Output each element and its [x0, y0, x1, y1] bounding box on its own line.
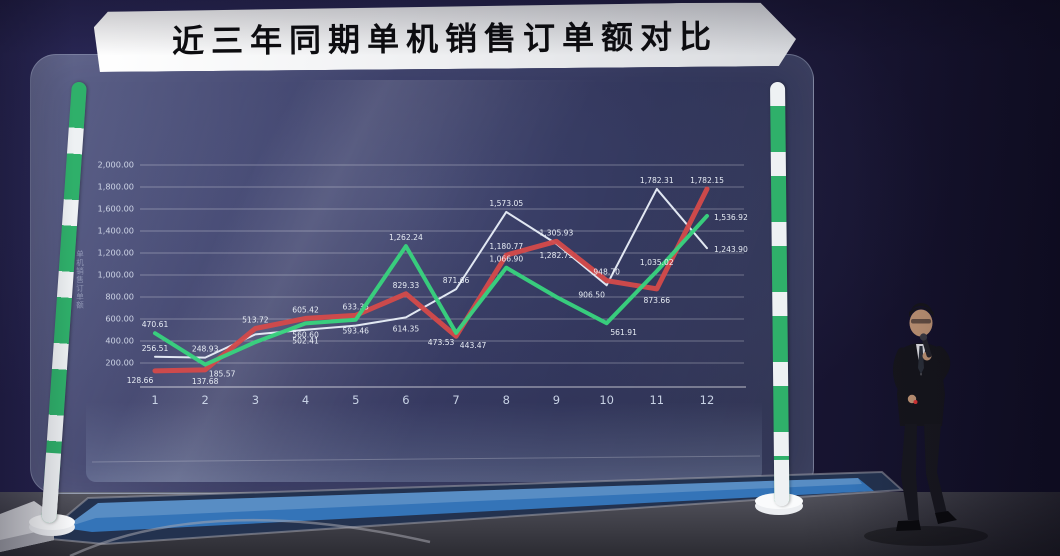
glasses-icon: [911, 319, 931, 324]
right-hand: [922, 351, 932, 361]
presenter-hair-top: [909, 307, 934, 317]
chart-board: [86, 80, 762, 482]
right-arm: [923, 346, 951, 382]
title-banner: 近三年同期单机销售订单额对比: [94, 2, 797, 72]
left-arm: [892, 347, 916, 403]
clicker-red-light: [913, 400, 918, 404]
shirt: [916, 344, 926, 376]
left-hand: [907, 394, 917, 404]
microphone: [921, 335, 932, 358]
page-title: 近三年同期单机销售订单额对比: [171, 17, 719, 61]
presenter-hair: [909, 303, 934, 318]
suit-jacket: [897, 343, 945, 426]
floor-shadow: [800, 492, 1060, 556]
microphone-head-icon: [919, 333, 928, 341]
tie: [918, 346, 924, 374]
presenter-head: [909, 309, 933, 337]
